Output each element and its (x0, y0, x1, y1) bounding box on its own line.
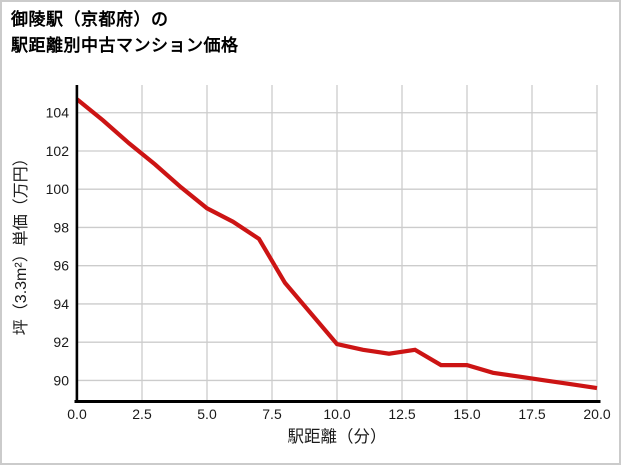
y-axis-spine (75, 85, 79, 403)
x-axis-label: 駅距離（分） (288, 427, 387, 446)
chart-title-line2: 駅距離別中古マンション価格 (11, 36, 239, 55)
x-tick-label: 20.0 (583, 406, 610, 422)
x-tick-label: 7.5 (262, 406, 282, 422)
x-tick-label: 2.5 (132, 406, 152, 422)
chart-title-line1: 御陵駅（京都府）の (11, 10, 169, 29)
y-tick-label: 90 (53, 372, 69, 388)
y-tick-label: 92 (53, 334, 69, 350)
y-tick-label: 96 (53, 258, 69, 274)
y-axis-label: 坪（3.3m²）単価（万円） (12, 150, 30, 335)
y-tick-label: 94 (53, 296, 69, 312)
y-tick-label: 100 (46, 181, 70, 197)
x-tick-label: 0.0 (67, 406, 87, 422)
y-tick-label: 102 (46, 143, 70, 159)
price-line (75, 97, 598, 391)
x-tick-label: 15.0 (453, 406, 480, 422)
x-tick-label: 17.5 (518, 406, 545, 422)
chart-title: 御陵駅（京都府）の 駅距離別中古マンション価格 (11, 7, 239, 59)
y-tick-label: 104 (46, 105, 70, 121)
x-axis-spine (74, 400, 601, 403)
x-tick-label: 12.5 (388, 406, 415, 422)
y-tick-label: 98 (53, 219, 69, 235)
x-tick-label: 10.0 (323, 406, 350, 422)
x-tick-label: 5.0 (197, 406, 217, 422)
